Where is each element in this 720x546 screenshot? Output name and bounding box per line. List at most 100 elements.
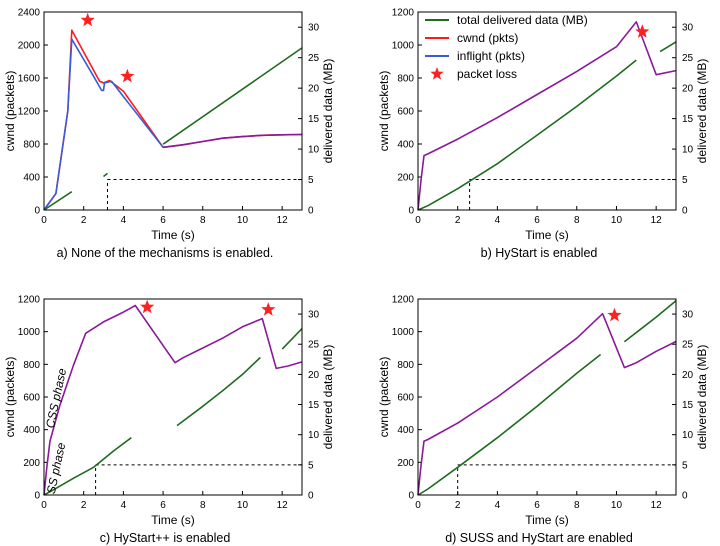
x-tick-label: 8 bbox=[574, 215, 580, 226]
y2-axis-label: delivered data (MB) bbox=[321, 59, 335, 164]
y-tick-label: 400 bbox=[397, 425, 414, 436]
y-tick-label: 1600 bbox=[18, 74, 41, 85]
y-tick-label: 1000 bbox=[18, 327, 41, 338]
x-tick-label: 2 bbox=[81, 500, 87, 511]
x-tick-label: 2 bbox=[81, 215, 87, 226]
y2-tick-label: 15 bbox=[308, 400, 320, 411]
legend-star-icon bbox=[430, 67, 444, 80]
y2-tick-label: 15 bbox=[682, 114, 694, 125]
y2-tick-label: 30 bbox=[682, 310, 694, 321]
y-tick-label: 0 bbox=[408, 491, 414, 502]
y2-tick-label: 25 bbox=[682, 53, 694, 64]
y-tick-label: 1000 bbox=[392, 327, 415, 338]
y2-tick-label: 25 bbox=[308, 53, 320, 64]
y2-tick-label: 0 bbox=[682, 491, 688, 502]
plot-frame bbox=[43, 298, 303, 496]
legend-label: cwnd (pkts) bbox=[457, 31, 518, 45]
y2-tick-label: 5 bbox=[682, 175, 688, 186]
y2-tick-label: 20 bbox=[682, 84, 694, 95]
series-total-delivered-data-mb bbox=[659, 41, 677, 53]
panel-d: 0 2 4 6 8 10 12 0 200 400 600 800 1000 1200 0 5 10 15 20 25… bbox=[377, 295, 709, 546]
x-tick-label: 10 bbox=[611, 500, 623, 511]
x-tick-label: 6 bbox=[160, 500, 166, 511]
panel-a: 0 2 4 6 8 10 12 0 400 800 1200 1600 2000 2400 0 5 10 15 20… bbox=[3, 8, 335, 261]
css-phase-label: CSS phase bbox=[43, 367, 69, 430]
y-axis-label: cwnd (packets) bbox=[377, 71, 391, 152]
x-tick-label: 6 bbox=[534, 215, 540, 226]
y2-tick-label: 5 bbox=[308, 460, 314, 471]
packet-loss-marker bbox=[120, 68, 135, 83]
series-total-delivered-data-mb bbox=[162, 47, 303, 145]
series-total-delivered-data-mb bbox=[623, 300, 677, 343]
panel-caption: c) HyStart++ is enabled bbox=[100, 531, 231, 545]
y2-tick-label: 25 bbox=[682, 340, 694, 351]
series-total-delivered-data-mb bbox=[417, 353, 602, 496]
y-axis-label: cwnd (packets) bbox=[3, 357, 17, 438]
plot-frame bbox=[417, 298, 677, 496]
y2-tick-label: 20 bbox=[682, 370, 694, 381]
y-tick-label: 0 bbox=[408, 206, 414, 217]
y-tick-label: 2000 bbox=[18, 41, 41, 52]
panel-c: 0 2 4 6 8 10 12 0 200 400 600 800 1000 1200 0 5 10 15 20 25… bbox=[3, 295, 335, 546]
x-tick-label: 10 bbox=[237, 500, 249, 511]
y-tick-label: 0 bbox=[34, 206, 40, 217]
series-cwnd-pkts bbox=[43, 304, 303, 496]
y-tick-label: 800 bbox=[23, 360, 40, 371]
panel-caption: a) None of the mechanisms is enabled. bbox=[57, 246, 274, 260]
y-tick-label: 400 bbox=[23, 425, 40, 436]
legend: total delivered data (MB) cwnd (pkts) infl… bbox=[425, 13, 588, 81]
packet-loss-marker bbox=[80, 12, 95, 27]
y2-tick-label: 10 bbox=[682, 430, 694, 441]
series-total-delivered-data-mb bbox=[281, 328, 303, 350]
plot-frame bbox=[43, 11, 303, 211]
y-tick-label: 0 bbox=[34, 491, 40, 502]
x-tick-label: 12 bbox=[651, 215, 663, 226]
series-total-delivered-data-mb bbox=[417, 59, 637, 211]
y2-tick-label: 15 bbox=[308, 114, 320, 125]
x-tick-label: 10 bbox=[237, 215, 249, 226]
panel-caption: d) SUSS and HyStart are enabled bbox=[445, 531, 633, 545]
legend-label: total delivered data (MB) bbox=[457, 13, 588, 27]
y2-tick-label: 10 bbox=[308, 430, 320, 441]
y2-tick-label: 30 bbox=[308, 23, 320, 34]
x-tick-label: 12 bbox=[277, 500, 289, 511]
y-tick-label: 400 bbox=[397, 140, 414, 151]
series-total-delivered-data-mb bbox=[43, 191, 73, 211]
packet-loss-marker bbox=[607, 307, 622, 322]
y-tick-label: 200 bbox=[397, 173, 414, 184]
packet-loss-marker bbox=[140, 299, 155, 314]
x-tick-label: 4 bbox=[495, 215, 501, 226]
y2-axis-label: delivered data (MB) bbox=[695, 345, 709, 450]
y-axis-label: cwnd (packets) bbox=[3, 71, 17, 152]
y-tick-label: 1000 bbox=[392, 41, 415, 52]
y-tick-label: 600 bbox=[23, 393, 40, 404]
y-tick-label: 600 bbox=[397, 107, 414, 118]
y-tick-label: 200 bbox=[23, 458, 40, 469]
packet-loss-marker bbox=[635, 24, 650, 38]
panel-caption: b) HyStart is enabled bbox=[481, 246, 598, 260]
x-tick-label: 8 bbox=[200, 500, 206, 511]
x-axis-label: Time (s) bbox=[151, 228, 195, 242]
series-inflight-pkts bbox=[43, 38, 164, 211]
y-tick-label: 800 bbox=[397, 360, 414, 371]
legend-label: packet loss bbox=[457, 67, 517, 81]
y-tick-label: 800 bbox=[397, 74, 414, 85]
packet-loss-marker bbox=[261, 302, 276, 316]
x-tick-label: 10 bbox=[611, 215, 623, 226]
series-total-delivered-data-mb bbox=[176, 356, 261, 427]
series-total-delivered-data-mb bbox=[43, 437, 132, 496]
y-tick-label: 800 bbox=[23, 140, 40, 151]
y2-tick-label: 0 bbox=[682, 206, 688, 217]
x-axis-label: Time (s) bbox=[525, 513, 569, 527]
series-overlap bbox=[162, 133, 303, 149]
x-tick-label: 0 bbox=[41, 215, 47, 226]
y2-tick-label: 25 bbox=[308, 340, 320, 351]
y2-axis-label: delivered data (MB) bbox=[321, 345, 335, 450]
x-tick-label: 6 bbox=[534, 500, 540, 511]
x-tick-label: 2 bbox=[455, 500, 461, 511]
y-tick-label: 1200 bbox=[392, 295, 415, 306]
plot-frame bbox=[417, 11, 677, 211]
x-tick-label: 4 bbox=[495, 500, 501, 511]
y-axis-label: cwnd (packets) bbox=[377, 357, 391, 438]
